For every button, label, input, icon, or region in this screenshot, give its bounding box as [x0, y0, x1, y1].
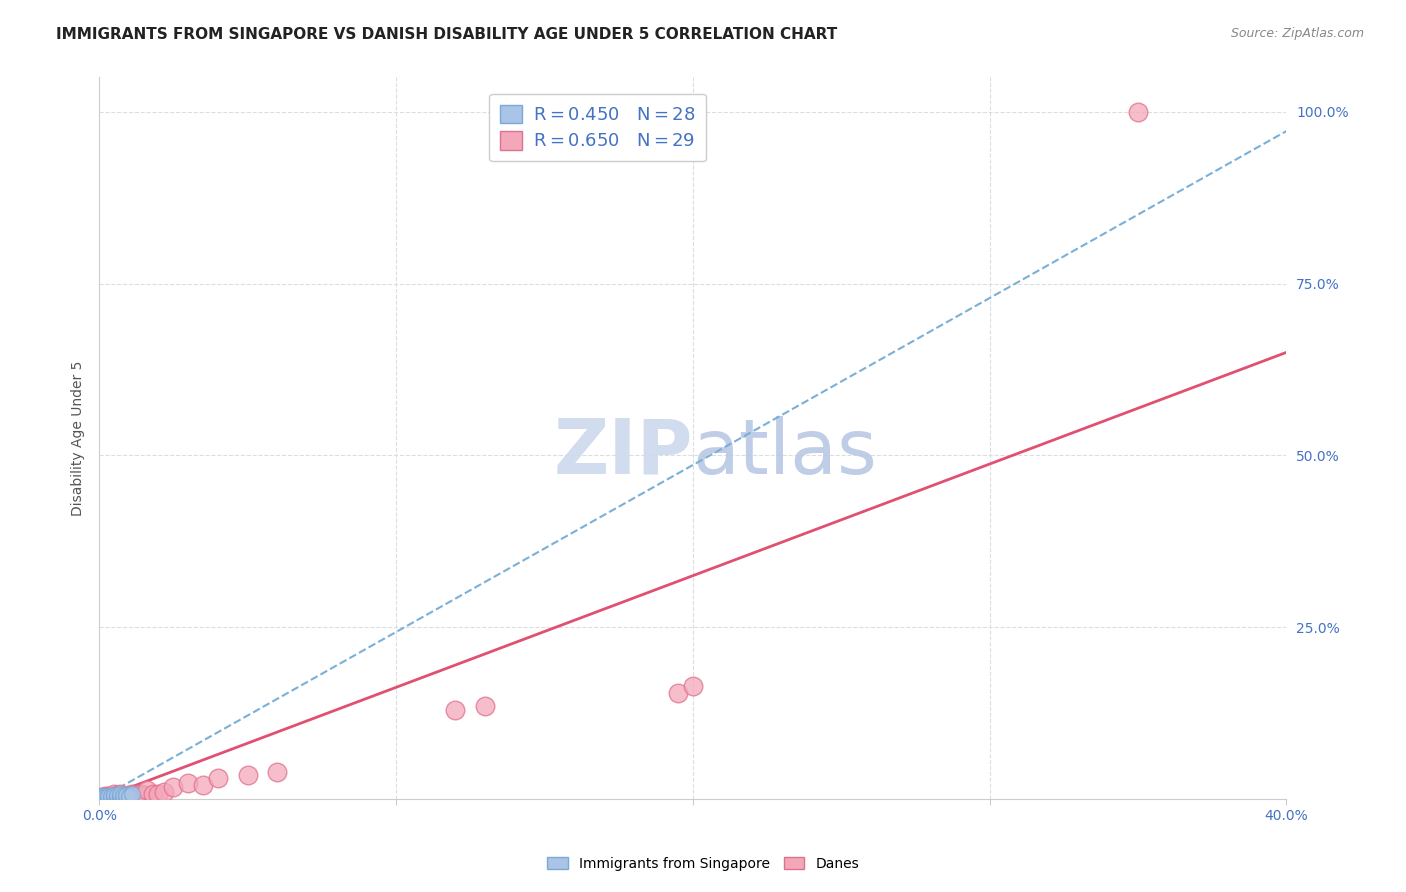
Point — [474, 699, 496, 714]
Point — [682, 679, 704, 693]
Point — [129, 787, 152, 801]
Point — [127, 787, 149, 801]
Point — [115, 788, 138, 802]
Point — [132, 788, 155, 802]
Point — [97, 789, 120, 804]
Point — [266, 764, 288, 779]
Text: Source: ZipAtlas.com: Source: ZipAtlas.com — [1230, 27, 1364, 40]
Point — [105, 789, 128, 804]
Point — [108, 789, 131, 803]
Text: atlas: atlas — [693, 416, 877, 490]
Point — [97, 789, 120, 804]
Point — [105, 788, 128, 802]
Point — [108, 787, 131, 801]
Point — [118, 789, 141, 803]
Point — [236, 768, 259, 782]
Point — [177, 776, 200, 790]
Point — [1126, 104, 1149, 119]
Point — [91, 790, 114, 805]
Legend: Immigrants from Singapore, Danes: Immigrants from Singapore, Danes — [541, 851, 865, 876]
Point — [666, 685, 689, 699]
Point — [115, 789, 138, 804]
Point — [97, 789, 120, 803]
Point — [121, 787, 143, 801]
Point — [121, 787, 143, 801]
Point — [103, 789, 125, 804]
Point — [100, 790, 122, 805]
Point — [97, 789, 120, 803]
Point — [100, 789, 122, 803]
Point — [100, 789, 122, 804]
Point — [103, 788, 125, 802]
Point — [148, 787, 170, 801]
Point — [118, 788, 141, 802]
Point — [105, 790, 128, 805]
Point — [91, 789, 114, 804]
Point — [135, 783, 157, 797]
Point — [103, 789, 125, 804]
Point — [444, 703, 467, 717]
Text: IMMIGRANTS FROM SINGAPORE VS DANISH DISABILITY AGE UNDER 5 CORRELATION CHART: IMMIGRANTS FROM SINGAPORE VS DANISH DISA… — [56, 27, 838, 42]
Point — [103, 787, 125, 801]
Point — [91, 789, 114, 804]
Point — [94, 789, 117, 804]
Point — [142, 787, 165, 801]
Point — [207, 772, 229, 786]
Point — [162, 780, 184, 794]
Point — [94, 789, 117, 804]
Text: ZIP: ZIP — [554, 416, 693, 490]
Point — [97, 790, 120, 805]
Point — [100, 789, 122, 803]
Point — [111, 789, 134, 803]
Point — [111, 789, 134, 804]
Point — [105, 788, 128, 802]
Point — [103, 790, 125, 805]
Point — [153, 785, 176, 799]
Point — [108, 787, 131, 801]
Y-axis label: Disability Age Under 5: Disability Age Under 5 — [72, 360, 86, 516]
Point — [94, 789, 117, 803]
Point — [111, 788, 134, 802]
Point — [94, 790, 117, 805]
Legend: $\mathregular{R = 0.450}$   $\mathregular{N = 28}$, $\mathregular{R = 0.650}$   : $\mathregular{R = 0.450}$ $\mathregular{… — [489, 94, 706, 161]
Point — [191, 778, 214, 792]
Point — [124, 788, 146, 802]
Point — [108, 789, 131, 804]
